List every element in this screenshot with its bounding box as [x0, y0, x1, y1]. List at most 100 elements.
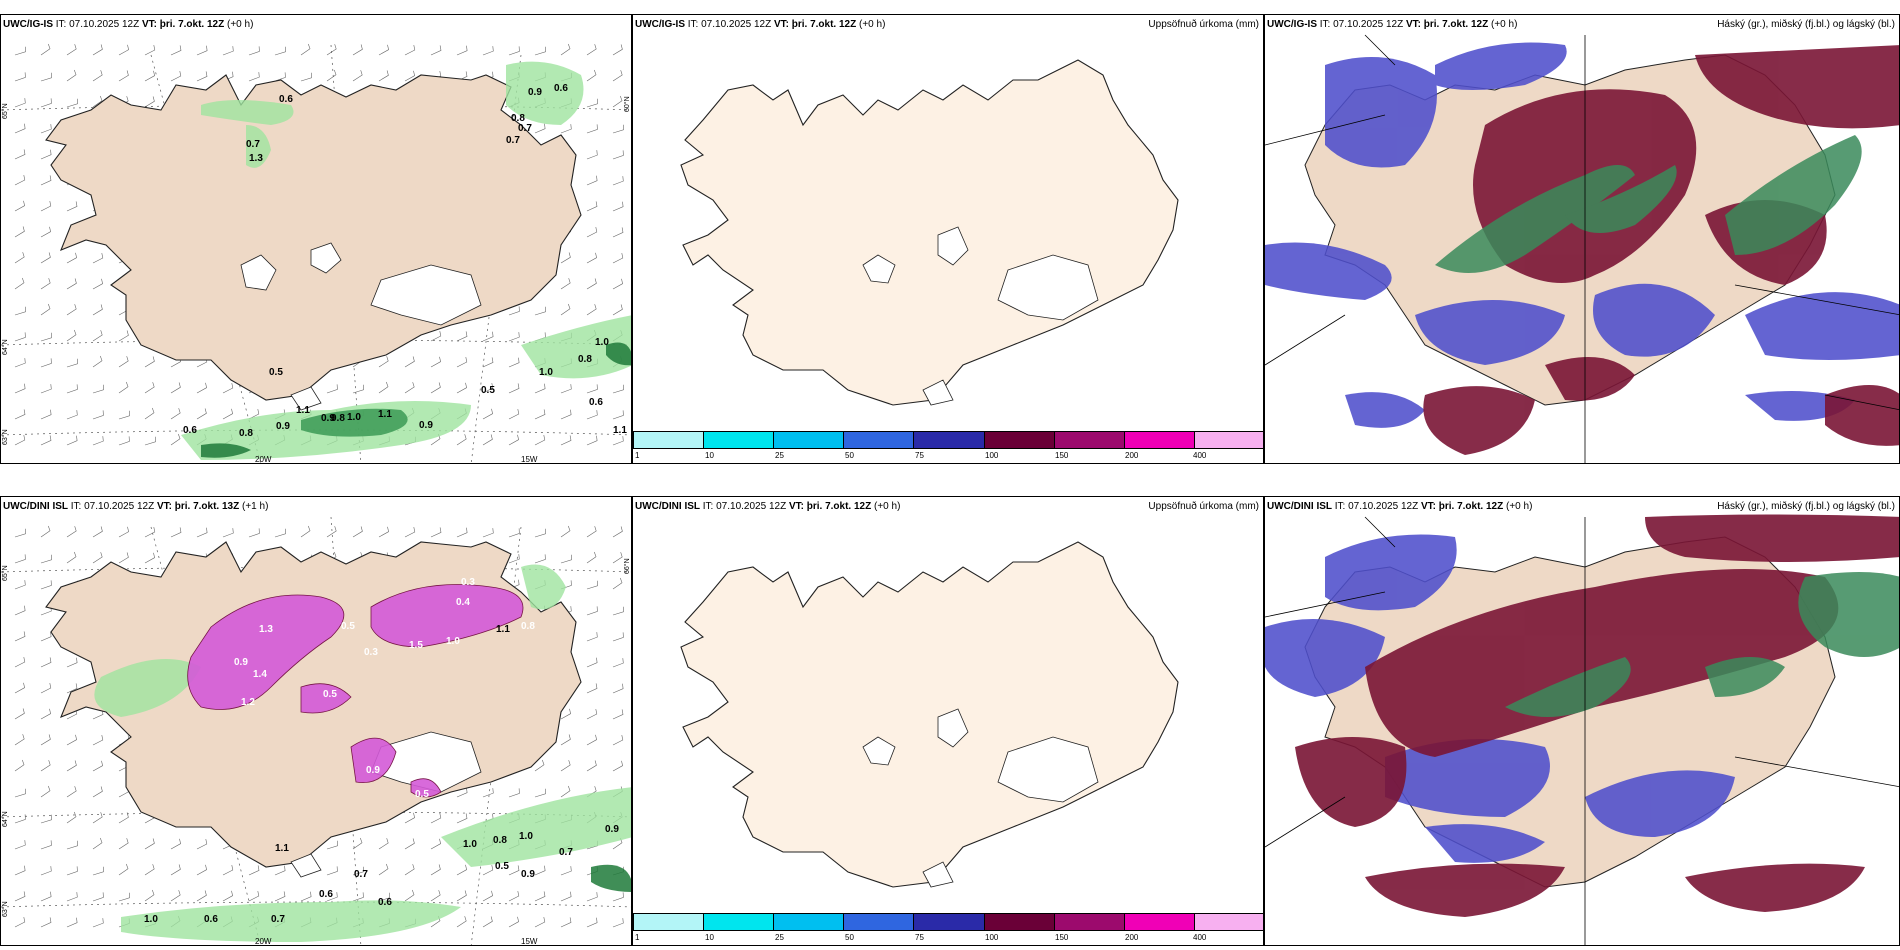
colorbar-tick: 10 — [705, 933, 714, 942]
colorbar-tick: 75 — [915, 451, 924, 460]
value-label: 1.4 — [253, 669, 267, 680]
value-label: 1.1 — [296, 405, 310, 416]
colorbar-segment — [844, 914, 915, 930]
value-label: 1.1 — [275, 843, 289, 854]
lat-label: 64°N — [1, 811, 9, 827]
value-label: 0.9 — [419, 420, 433, 431]
value-label: 1.0 — [446, 636, 460, 647]
colorbar-tick: 25 — [775, 933, 784, 942]
colorbar-segment — [704, 432, 775, 448]
panel-top-precip: UWC/IG-IS IT: 07.10.2025 12Z VT: þri. 7.… — [632, 14, 1264, 464]
value-label: 1.0 — [595, 337, 609, 348]
colorbar-tick: 1 — [635, 933, 640, 942]
colorbar — [633, 913, 1263, 931]
wind-map: 65°N 64°N 63°N 66°N 20W 15W 0.3 1.3 1.4 … — [1, 516, 631, 945]
cloud-mid — [1295, 514, 1899, 917]
value-label: 1.3 — [259, 624, 273, 635]
colorbar-tick: 1 — [635, 451, 640, 460]
colorbar-segment — [984, 914, 1055, 930]
colorbar-ticks: 1 10 25 50 75 100 150 200 400 — [633, 933, 1263, 945]
colorbar-tick: 400 — [1193, 933, 1207, 942]
panel-bottom-precip: UWC/DINI ISL IT: 07.10.2025 12Z VT: þri.… — [632, 496, 1264, 946]
glaciers — [862, 708, 1099, 888]
colorbar-segment — [984, 432, 1055, 448]
colorbar-tick: 150 — [1055, 933, 1069, 942]
cloud-map — [1265, 514, 1899, 945]
iceland-land — [680, 541, 1179, 888]
colorbar-ticks: 1 10 25 50 75 100 150 200 400 — [633, 451, 1263, 463]
lat-label: 65°N — [1, 565, 9, 581]
precip-map — [680, 59, 1179, 406]
value-label: 1.1 — [496, 624, 510, 635]
colorbar-tick: 50 — [845, 451, 854, 460]
colorbar-tick: 10 — [705, 451, 714, 460]
colorbar-segment — [1194, 914, 1263, 930]
panel-title: UWC/IG-IS IT: 07.10.2025 12Z VT: þri. 7.… — [3, 19, 254, 30]
value-label: 0.9 — [234, 657, 248, 668]
wind-map: 65°N 64°N 63°N 60°N 20W 15W 0.6 0.7 1.3 … — [1, 43, 631, 464]
value-label: 1.0 — [463, 839, 477, 850]
value-label: 0.7 — [354, 869, 368, 880]
value-label: 0.9 — [276, 421, 290, 432]
lat-label: 60°N — [623, 96, 631, 112]
cloud-map — [1265, 34, 1899, 463]
value-label: 1.1 — [613, 425, 627, 436]
colorbar-segment — [634, 432, 705, 448]
value-label: 0.5 — [415, 789, 429, 800]
value-label: 0.3 — [461, 577, 475, 588]
colorbar-segment — [634, 914, 705, 930]
value-label: 0.6 — [204, 914, 218, 925]
glaciers — [240, 242, 482, 411]
value-label: 1.5 — [409, 640, 423, 651]
colorbar-tick: 200 — [1125, 933, 1139, 942]
colorbar-segment — [914, 432, 985, 448]
value-label: 0.6 — [589, 397, 603, 408]
value-label: 0.7 — [506, 135, 520, 146]
value-label: 0.8 — [331, 413, 345, 424]
value-label: 0.9 — [366, 765, 380, 776]
value-label: 0.7 — [271, 914, 285, 925]
lon-label: 15W — [521, 455, 538, 464]
colorbar-segment — [774, 914, 845, 930]
value-label: 0.3 — [364, 647, 378, 658]
value-label: 1.0 — [539, 367, 553, 378]
value-label: 0.8 — [521, 621, 535, 632]
value-label: 0.8 — [239, 428, 253, 439]
value-label: 0.7 — [246, 139, 260, 150]
value-label: 0.6 — [319, 889, 333, 900]
value-label: 0.7 — [559, 847, 573, 858]
value-label: 0.9 — [521, 869, 535, 880]
colorbar-segment — [1054, 914, 1125, 930]
value-label: 1.0 — [519, 831, 533, 842]
lat-label: 64°N — [1, 339, 9, 355]
lat-label: 66°N — [623, 558, 631, 574]
panel-right-title: Háský (gr.), miðský (fj.bl.) og lágský (… — [1717, 501, 1895, 512]
colorbar-segment — [774, 432, 845, 448]
colorbar-segment — [1194, 432, 1263, 448]
value-label: 0.8 — [493, 835, 507, 846]
value-label: 1.1 — [378, 409, 392, 420]
precip-map — [680, 541, 1179, 888]
value-label: 0.5 — [341, 621, 355, 632]
colorbar-tick: 200 — [1125, 451, 1139, 460]
panel-right-title: Uppsöfnuð úrkoma (mm) — [1148, 19, 1259, 30]
value-label: 1.2 — [241, 697, 255, 708]
value-label: 1.0 — [144, 914, 158, 925]
panel-title: UWC/DINI ISL IT: 07.10.2025 12Z VT: þri.… — [635, 501, 901, 512]
colorbar-tick: 400 — [1193, 451, 1207, 460]
colorbar — [633, 431, 1263, 449]
value-label: 0.5 — [323, 689, 337, 700]
colorbar-segment — [914, 914, 985, 930]
lat-label: 65°N — [1, 103, 9, 119]
colorbar-tick: 75 — [915, 933, 924, 942]
colorbar-tick: 150 — [1055, 451, 1069, 460]
colorbar-segment — [844, 432, 915, 448]
colorbar-tick: 50 — [845, 933, 854, 942]
lat-label: 63°N — [1, 901, 9, 917]
panel-title: UWC/DINI ISL IT: 07.10.2025 12Z VT: þri.… — [1267, 501, 1533, 512]
glaciers — [862, 226, 1099, 406]
value-label: 1.3 — [249, 153, 263, 164]
graticule — [1265, 516, 1899, 945]
panel-bottom-clouds: UWC/DINI ISL IT: 07.10.2025 12Z VT: þri.… — [1264, 496, 1900, 946]
value-label: 1.0 — [347, 412, 361, 423]
